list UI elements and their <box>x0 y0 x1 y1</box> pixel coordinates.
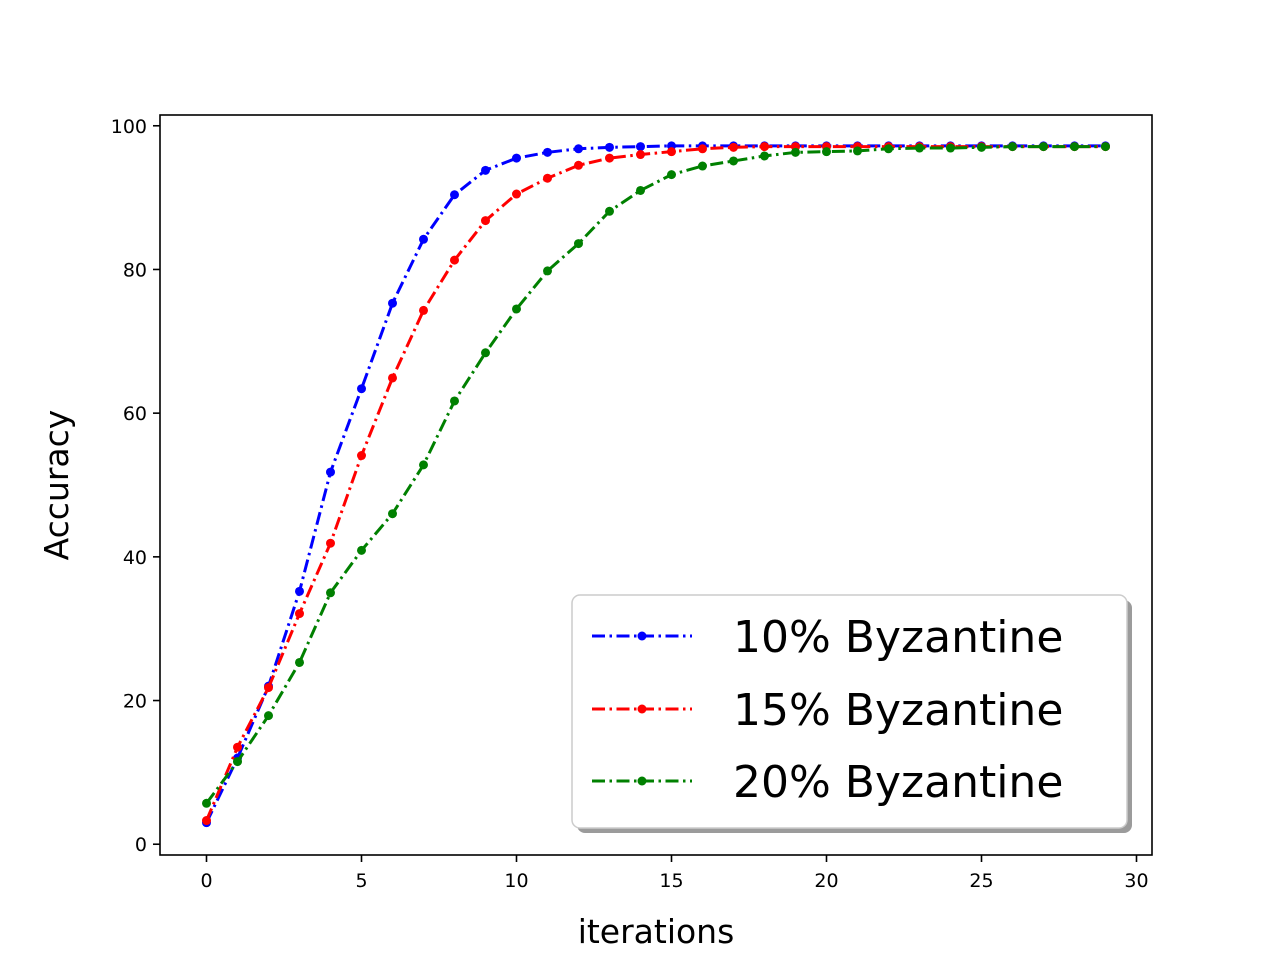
data-point <box>419 460 428 470</box>
y-tick-label: 60 <box>123 403 147 425</box>
legend-entry-1: 10% Byzantine <box>592 612 1063 663</box>
series-line-1 <box>205 144 1106 824</box>
data-point <box>357 451 366 461</box>
x-axis-label: iterations <box>578 912 735 951</box>
data-point <box>543 173 552 183</box>
axes-frame <box>159 114 1153 856</box>
data-point <box>915 143 924 153</box>
data-point <box>574 144 583 154</box>
legend-box <box>571 594 1128 829</box>
data-point <box>1008 142 1017 152</box>
data-point <box>233 757 242 767</box>
data-point <box>326 538 335 548</box>
data-point <box>543 147 552 157</box>
legend-marker-swatch <box>637 776 647 786</box>
data-point <box>202 798 211 808</box>
data-point <box>729 156 738 166</box>
data-point <box>419 234 428 244</box>
data-point <box>233 742 242 752</box>
y-tick-label: 100 <box>111 116 147 138</box>
legend-label: 10% Byzantine <box>733 612 1063 663</box>
data-point <box>326 588 335 598</box>
legend-entry-2: 15% Byzantine <box>592 685 1063 736</box>
data-point <box>605 206 614 216</box>
data-point <box>264 683 273 693</box>
data-point <box>977 142 986 152</box>
data-point <box>481 165 490 175</box>
y-tick-label: 0 <box>135 834 147 856</box>
data-point <box>636 142 645 152</box>
data-point <box>512 153 521 163</box>
data-point <box>698 161 707 171</box>
data-point <box>667 170 676 180</box>
x-tick-label: 10 <box>504 870 528 892</box>
x-tick-label: 5 <box>355 870 367 892</box>
x-tick-label: 20 <box>814 870 838 892</box>
data-point <box>698 144 707 154</box>
series-3 <box>202 142 1110 808</box>
data-point <box>884 144 893 154</box>
data-point <box>729 142 738 152</box>
data-point <box>1039 142 1048 152</box>
data-point <box>481 348 490 358</box>
data-point <box>760 151 769 161</box>
axes: 0 5 10 15 20 25 30 0 20 40 60 80 100 <box>111 114 1153 892</box>
data-point <box>388 298 397 308</box>
y-tick-label: 80 <box>123 259 147 281</box>
plot-area <box>202 141 1110 828</box>
x-tick-label: 15 <box>659 870 683 892</box>
x-tick-label: 0 <box>200 870 212 892</box>
data-point <box>388 373 397 383</box>
y-axis-label: Accuracy <box>37 410 76 561</box>
data-point <box>822 147 831 157</box>
data-point <box>946 143 955 153</box>
data-point <box>202 816 211 826</box>
data-point <box>388 509 397 519</box>
series-line-3 <box>205 145 1106 805</box>
legend-label: 15% Byzantine <box>733 685 1063 736</box>
data-point <box>419 305 428 315</box>
data-point <box>760 142 769 152</box>
data-point <box>512 189 521 199</box>
data-point <box>295 657 304 667</box>
data-point <box>450 190 459 200</box>
legend-entry-3: 20% Byzantine <box>592 757 1063 808</box>
data-point <box>357 384 366 394</box>
data-point <box>574 239 583 249</box>
data-point <box>450 255 459 265</box>
data-point <box>853 146 862 156</box>
legend: 10% Byzantine 15% Byzantine 20% Byzantine <box>571 594 1132 833</box>
data-point <box>295 609 304 619</box>
data-point <box>574 160 583 170</box>
data-point <box>481 216 490 226</box>
data-point <box>605 142 614 152</box>
x-tick-label: 30 <box>1124 870 1148 892</box>
data-point <box>791 147 800 157</box>
legend-marker-swatch <box>637 631 647 641</box>
data-point <box>543 266 552 276</box>
data-point <box>295 586 304 596</box>
data-point <box>1070 142 1079 152</box>
data-point <box>667 147 676 157</box>
data-point <box>605 153 614 163</box>
data-point <box>512 304 521 314</box>
y-tick-label: 20 <box>123 691 147 713</box>
data-point <box>264 711 273 721</box>
data-point <box>450 396 459 406</box>
data-point <box>357 545 366 555</box>
x-tick-label: 25 <box>969 870 993 892</box>
legend-label: 20% Byzantine <box>733 757 1063 808</box>
data-point <box>326 467 335 477</box>
data-point <box>636 185 645 195</box>
y-tick-label: 40 <box>123 547 147 569</box>
legend-marker-swatch <box>637 704 647 714</box>
data-point <box>636 150 645 160</box>
data-point <box>1101 142 1110 152</box>
